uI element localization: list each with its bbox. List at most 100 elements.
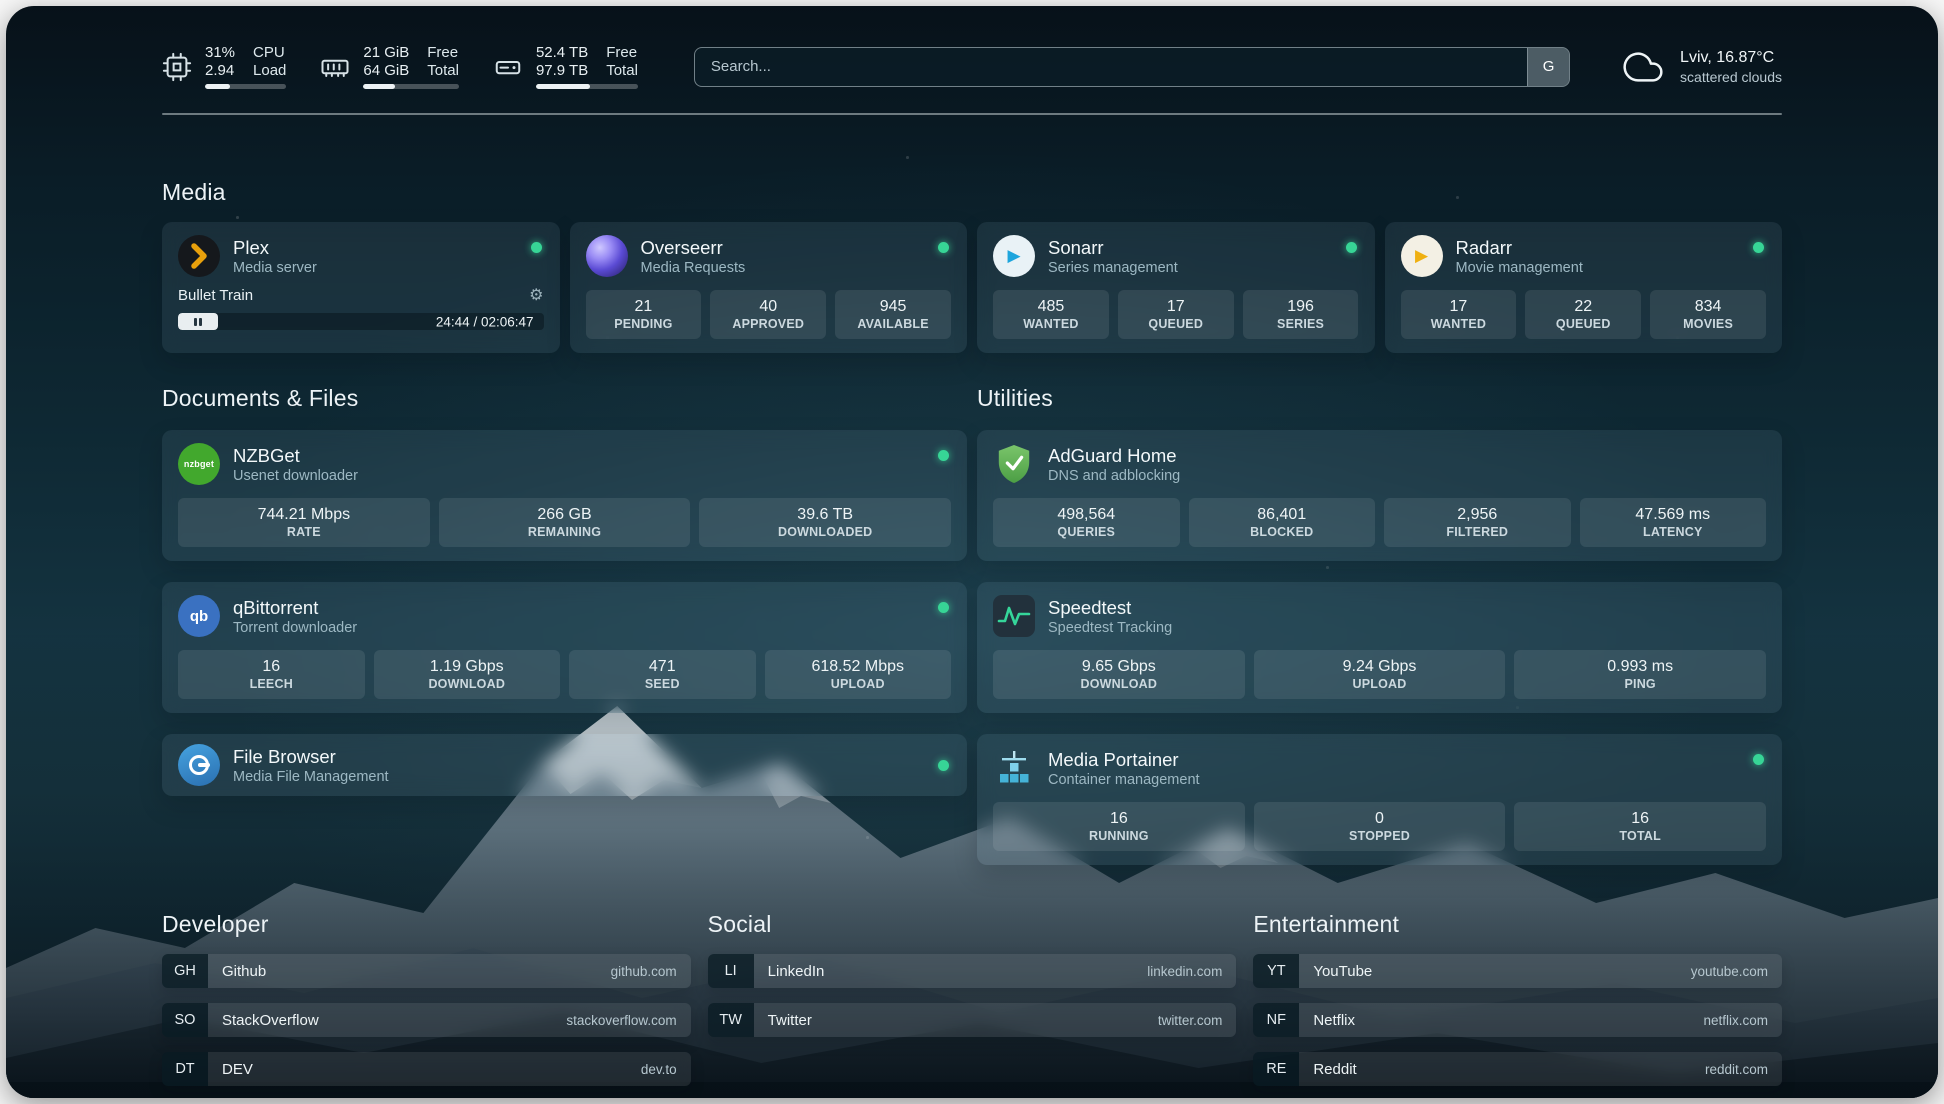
- search-input[interactable]: [694, 47, 1528, 86]
- disk-free-label: Free: [606, 44, 638, 61]
- stat-tile: 618.52 Mbps UPLOAD: [764, 650, 951, 699]
- section-title-social: Social: [707, 911, 772, 937]
- stat-tile: 1.19 Gbps DOWNLOAD: [373, 650, 560, 699]
- stat-tile: 2,956 FILTERED: [1384, 498, 1571, 547]
- cpu-label: CPU: [253, 44, 285, 61]
- bookmark-name: LinkedIn: [767, 962, 825, 980]
- service-name: NZBGet: [233, 444, 300, 466]
- memory-free-label: Free: [427, 44, 459, 61]
- adguard-shield-icon: [993, 443, 1035, 485]
- bookmark-abbr: LI: [707, 954, 754, 988]
- bookmark-url: dev.to: [640, 1061, 677, 1077]
- stat-tile: 498,564 QUERIES: [993, 498, 1180, 547]
- stat-tile: 86,401 BLOCKED: [1188, 498, 1375, 547]
- playback-time: 24:44 / 02:06:47: [435, 314, 534, 329]
- weather-condition: scattered clouds: [1680, 68, 1782, 85]
- stat-tile: 39.6 TB DOWNLOADED: [699, 498, 952, 547]
- service-card-portainer[interactable]: Media Portainer Container management 16 R…: [977, 734, 1782, 865]
- service-card-filebrowser[interactable]: File Browser Media File Management: [162, 734, 967, 796]
- stat-tile: 0 STOPPED: [1253, 802, 1506, 851]
- bookmark-dev[interactable]: DT DEV dev.to: [162, 1052, 691, 1086]
- bookmark-netflix[interactable]: NF Netflix netflix.com: [1253, 1003, 1782, 1037]
- overseerr-icon: [585, 235, 628, 277]
- status-dot: [938, 759, 949, 771]
- service-card-plex[interactable]: Plex Media server Bullet Train ⚙ 24:44 /…: [162, 222, 560, 353]
- status-dot: [530, 242, 542, 253]
- service-subtitle: Media server: [233, 259, 317, 276]
- bookmark-url: youtube.com: [1690, 963, 1768, 979]
- service-name: Radarr: [1455, 236, 1513, 258]
- bookmark-stackoverflow[interactable]: SO StackOverflow stackoverflow.com: [162, 1003, 691, 1037]
- cpu-widget: 31% CPU 2.94 Load: [162, 44, 287, 89]
- service-name: qBittorrent: [233, 596, 319, 618]
- cpu-load-label: Load: [253, 62, 287, 79]
- memory-total-value: 64 GiB: [363, 62, 410, 79]
- bookmark-name: Reddit: [1313, 1060, 1357, 1078]
- bookmark-name: Netflix: [1313, 1011, 1356, 1029]
- media-grid: Plex Media server Bullet Train ⚙ 24:44 /…: [162, 222, 1782, 353]
- bookmark-linkedin[interactable]: LI LinkedIn linkedin.com: [707, 954, 1237, 988]
- utilities-column: Utilities AdGuard: [977, 385, 1782, 865]
- stat-tile: 47.569 ms LATENCY: [1579, 498, 1766, 547]
- plex-icon: [178, 235, 220, 277]
- bookmark-name: Twitter: [767, 1011, 812, 1029]
- portainer-icon: [993, 747, 1035, 789]
- bookmark-name: YouTube: [1313, 962, 1373, 980]
- stat-tile: 21 PENDING: [585, 290, 702, 339]
- stat-tile: 744.21 Mbps RATE: [178, 498, 430, 547]
- bookmark-youtube[interactable]: YT YouTube youtube.com: [1253, 954, 1782, 988]
- stat-tile: 9.65 Gbps DOWNLOAD: [993, 650, 1245, 699]
- service-card-sonarr[interactable]: ▶ Sonarr Series management 485 WANTED 17 Q…: [977, 222, 1375, 353]
- stat-tile: 0.993 ms PING: [1514, 650, 1767, 699]
- topbar: 31% CPU 2.94 Load: [162, 44, 1782, 89]
- memory-progress-bar: [363, 84, 459, 89]
- disk-progress-bar: [535, 84, 638, 89]
- stat-tile: 22 QUEUED: [1525, 290, 1642, 339]
- section-title-utilities: Utilities: [977, 385, 1053, 411]
- stat-tile: 834 MOVIES: [1650, 290, 1766, 339]
- service-name: Sonarr: [1048, 236, 1104, 258]
- bookmark-name: Github: [222, 962, 267, 980]
- memory-progress-fill: [363, 84, 395, 89]
- service-card-overseerr[interactable]: Overseerr Media Requests 21 PENDING 40 APP…: [569, 222, 967, 353]
- service-card-speedtest[interactable]: Speedtest Speedtest Tracking 9.65 Gbps DO…: [977, 582, 1782, 713]
- speedtest-icon: [993, 595, 1035, 637]
- status-dot: [1753, 242, 1764, 253]
- topbar-divider: [162, 113, 1782, 115]
- playback-progress-fill: [178, 313, 219, 330]
- bookmark-url: netflix.com: [1703, 1012, 1768, 1028]
- status-dot: [938, 602, 949, 613]
- bookmark-url: linkedin.com: [1147, 963, 1223, 979]
- service-card-qbittorrent[interactable]: qb qBittorrent Torrent downloader 16 LEEC…: [162, 582, 967, 713]
- stat-tile: 17 QUEUED: [1117, 290, 1234, 339]
- bookmark-abbr: RE: [1253, 1052, 1300, 1086]
- service-name: Plex: [233, 236, 269, 258]
- bookmark-group-entertainment: Entertainment YT YouTube youtube.com NF N…: [1253, 911, 1782, 1086]
- cpu-progress-bar: [205, 84, 287, 89]
- sonarr-icon: ▶: [993, 235, 1035, 277]
- bookmark-github[interactable]: GH Github github.com: [162, 954, 691, 988]
- bookmark-twitter[interactable]: TW Twitter twitter.com: [707, 1003, 1237, 1037]
- qbittorrent-icon: qb: [178, 595, 220, 637]
- service-subtitle: Media Requests: [640, 259, 746, 276]
- filebrowser-icon: [178, 744, 220, 786]
- status-dot: [938, 450, 949, 461]
- bookmark-reddit[interactable]: RE Reddit reddit.com: [1253, 1052, 1782, 1086]
- nzbget-icon: nzbget: [178, 443, 220, 485]
- service-subtitle: Container management: [1048, 771, 1200, 788]
- service-card-radarr[interactable]: ▶ Radarr Movie management 17 WANTED 22 QUE…: [1384, 222, 1782, 353]
- bookmark-abbr: TW: [707, 1003, 754, 1037]
- cpu-load-value: 2.94: [205, 62, 235, 79]
- memory-widget: 21 GiB Free 64 GiB Total: [320, 44, 459, 89]
- search-provider-button[interactable]: G: [1527, 47, 1570, 86]
- cpu-percent: 31%: [205, 44, 236, 61]
- service-card-nzbget[interactable]: nzbget NZBGet Usenet downloader 744.21 M…: [162, 430, 967, 561]
- pause-icon: [199, 317, 202, 326]
- service-name: Overseerr: [640, 236, 723, 258]
- cpu-icon: [162, 52, 192, 82]
- service-card-adguard[interactable]: AdGuard Home DNS and adblocking 498,564 Q…: [977, 430, 1782, 561]
- bookmark-url: twitter.com: [1157, 1012, 1223, 1028]
- gear-icon[interactable]: ⚙: [529, 286, 544, 304]
- service-subtitle: Media File Management: [233, 768, 389, 785]
- weather-widget: Lviv, 16.87°C scattered clouds: [1620, 47, 1782, 87]
